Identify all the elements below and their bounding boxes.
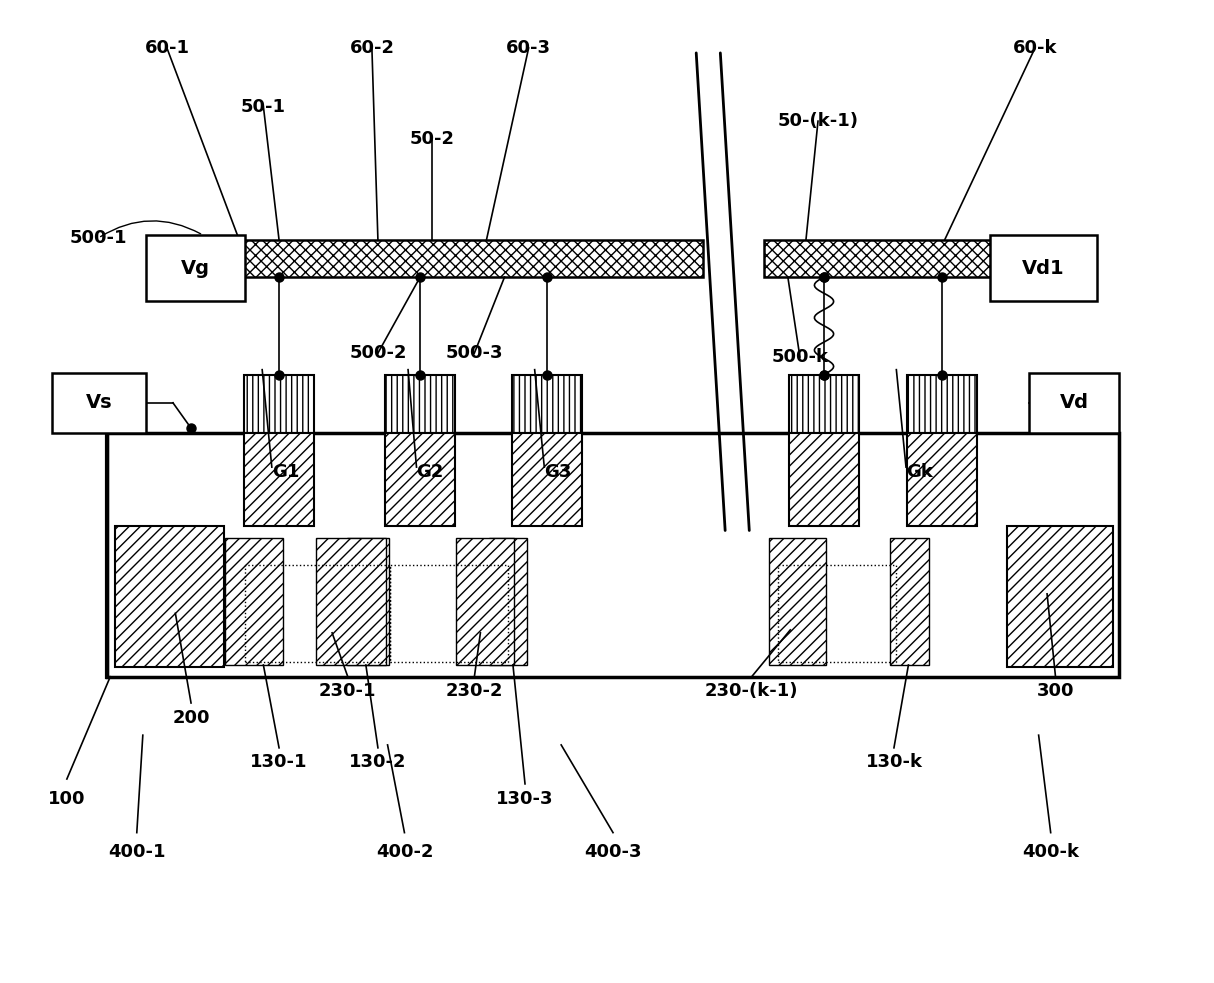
- Text: 400-k: 400-k: [1022, 843, 1079, 861]
- Bar: [244, 375, 314, 434]
- Bar: [768, 539, 827, 665]
- Text: Vs: Vs: [86, 393, 113, 412]
- Text: 500-2: 500-2: [350, 344, 407, 362]
- Bar: [115, 526, 223, 666]
- Text: Vd: Vd: [1060, 393, 1089, 412]
- Bar: [778, 564, 896, 663]
- Text: 130-1: 130-1: [250, 753, 308, 772]
- Bar: [245, 564, 390, 663]
- Bar: [489, 539, 527, 665]
- Bar: [385, 375, 455, 434]
- Bar: [991, 235, 1096, 302]
- Bar: [385, 434, 455, 526]
- Bar: [52, 373, 147, 434]
- Bar: [227, 240, 703, 277]
- Bar: [244, 434, 314, 526]
- Bar: [107, 434, 1119, 676]
- Text: 50-2: 50-2: [409, 130, 455, 147]
- Bar: [1008, 526, 1113, 666]
- Bar: [390, 564, 509, 663]
- Bar: [317, 539, 386, 665]
- Bar: [890, 539, 929, 665]
- Text: 60-3: 60-3: [506, 39, 551, 57]
- Text: 200: 200: [172, 709, 210, 726]
- Text: 100: 100: [49, 789, 86, 807]
- Text: G3: G3: [544, 463, 572, 481]
- Bar: [512, 434, 582, 526]
- Text: 60-1: 60-1: [144, 39, 189, 57]
- Text: 400-2: 400-2: [375, 843, 433, 861]
- Bar: [346, 539, 388, 665]
- Bar: [512, 375, 582, 434]
- Text: 130-2: 130-2: [350, 753, 407, 772]
- Text: 230-2: 230-2: [446, 682, 503, 700]
- Text: 500-3: 500-3: [446, 344, 503, 362]
- Bar: [764, 240, 1017, 277]
- Text: G1: G1: [272, 463, 299, 481]
- Text: 300: 300: [1037, 682, 1074, 700]
- Bar: [456, 539, 515, 665]
- Text: 500-k: 500-k: [771, 348, 828, 366]
- Text: 60-k: 60-k: [1012, 39, 1057, 57]
- Text: Vg: Vg: [181, 259, 210, 278]
- Text: 130-3: 130-3: [497, 789, 554, 807]
- Text: G2: G2: [416, 463, 444, 481]
- Text: Vd1: Vd1: [1022, 259, 1065, 278]
- Text: 500-1: 500-1: [69, 229, 127, 247]
- Text: 400-3: 400-3: [584, 843, 642, 861]
- Text: 50-1: 50-1: [240, 97, 285, 116]
- Bar: [907, 434, 977, 526]
- Text: 130-k: 130-k: [866, 753, 923, 772]
- Text: 50-(k-1): 50-(k-1): [777, 112, 858, 130]
- Bar: [789, 375, 860, 434]
- Bar: [907, 375, 977, 434]
- Bar: [1029, 373, 1119, 434]
- Text: Gk: Gk: [906, 463, 932, 481]
- Text: 230-1: 230-1: [319, 682, 376, 700]
- Bar: [225, 539, 283, 665]
- Text: 60-2: 60-2: [350, 39, 395, 57]
- Bar: [789, 434, 860, 526]
- Bar: [147, 235, 245, 302]
- Text: 400-1: 400-1: [108, 843, 165, 861]
- Text: 230-(k-1): 230-(k-1): [705, 682, 799, 700]
